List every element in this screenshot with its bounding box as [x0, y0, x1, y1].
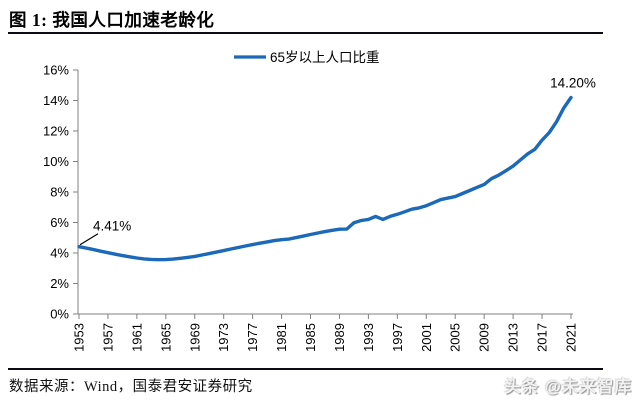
x-axis-tick-label: 1969 [187, 323, 202, 352]
y-axis-tick-label: 10% [43, 154, 69, 169]
x-axis-tick-label: 2017 [535, 323, 550, 352]
x-axis-tick-label: 1981 [274, 323, 289, 352]
title-rule [8, 32, 603, 34]
x-axis-tick-label: 1965 [158, 323, 173, 352]
data-source: 数据来源：Wind，国泰君安证券研究 [9, 379, 253, 395]
y-axis-tick-label: 2% [50, 276, 69, 291]
y-axis-tick-label: 6% [50, 215, 69, 230]
figure-title: 图 1: 我国人口加速老龄化 [9, 10, 215, 30]
x-axis-tick-label: 1989 [332, 323, 347, 352]
y-axis-tick-label: 8% [50, 185, 69, 200]
line-chart: 0% 2% 4% 6% 8% 10% 12% 14% 16% 1953 1957 1961 1965 19… [43, 50, 596, 352]
x-axis-tick-label: 2021 [563, 323, 578, 352]
series-line-65plus [77, 95, 573, 262]
y-axis-tick-label: 14% [43, 93, 69, 108]
annotation-label: 4.41% [93, 219, 131, 234]
watermark: 头条 @未来智库 [504, 378, 632, 396]
x-axis-tick-label: 2013 [506, 323, 521, 352]
x-axis-tick-label: 1985 [303, 323, 318, 352]
x-axis-tick-label: 1953 [72, 323, 87, 352]
x-axis-tick-label: 1973 [216, 323, 231, 352]
x-axis-tick-label: 1993 [361, 323, 376, 352]
annotation-leader-line [79, 233, 99, 246]
footer-rule [8, 368, 603, 370]
y-axis-tick-label: 16% [43, 63, 69, 78]
annotation-label: 14.20% [550, 75, 596, 90]
y-axis-tick-label: 0% [50, 307, 69, 322]
x-axis-tick-label: 2005 [448, 323, 463, 352]
x-axis-tick-label: 1961 [129, 323, 144, 352]
x-axis-tick-label: 1997 [390, 323, 405, 352]
legend-label: 65岁以上人口比重 [270, 50, 380, 65]
y-axis-tick-label: 12% [43, 124, 69, 139]
y-axis-tick-label: 4% [50, 246, 69, 261]
x-axis-tick-label: 1957 [100, 323, 115, 352]
x-axis-tick-label: 2009 [477, 323, 492, 352]
x-axis-tick-label: 2001 [419, 323, 434, 352]
x-axis-tick-label: 1977 [245, 323, 260, 352]
